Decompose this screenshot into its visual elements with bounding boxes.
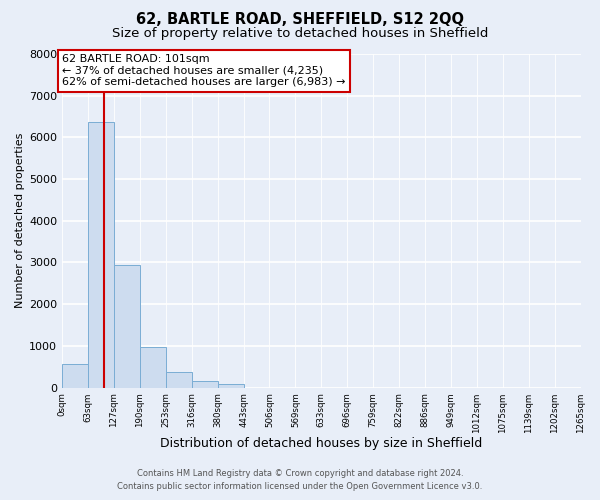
Bar: [166, 372, 192, 388]
Bar: [114, 264, 140, 388]
X-axis label: Distribution of detached houses by size in Sheffield: Distribution of detached houses by size …: [160, 437, 482, 450]
Text: Contains HM Land Registry data © Crown copyright and database right 2024.
Contai: Contains HM Land Registry data © Crown c…: [118, 469, 482, 491]
Bar: [218, 384, 244, 388]
Y-axis label: Number of detached properties: Number of detached properties: [15, 133, 25, 308]
Text: 62, BARTLE ROAD, SHEFFIELD, S12 2QQ: 62, BARTLE ROAD, SHEFFIELD, S12 2QQ: [136, 12, 464, 28]
Text: 62 BARTLE ROAD: 101sqm
← 37% of detached houses are smaller (4,235)
62% of semi-: 62 BARTLE ROAD: 101sqm ← 37% of detached…: [62, 54, 346, 87]
Bar: [192, 382, 218, 388]
Bar: [62, 364, 88, 388]
Bar: [140, 347, 166, 388]
Bar: [88, 122, 114, 388]
Text: Size of property relative to detached houses in Sheffield: Size of property relative to detached ho…: [112, 28, 488, 40]
